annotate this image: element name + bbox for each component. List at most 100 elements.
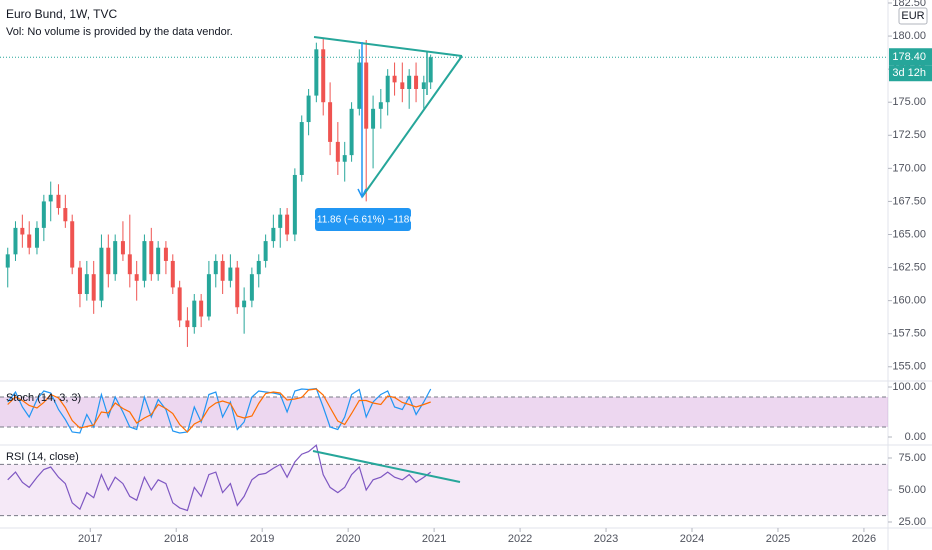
x-tick-label: 2019 bbox=[250, 533, 274, 545]
candle-body bbox=[149, 241, 154, 275]
rsi-title: RSI (14, close) bbox=[6, 451, 79, 463]
candle-body bbox=[321, 49, 326, 103]
indicator-line bbox=[7, 444, 432, 512]
measure-label: −11.86 (−6.61%) −1186 bbox=[311, 215, 415, 226]
candle-body bbox=[306, 95, 311, 123]
currency: EUR bbox=[901, 10, 924, 22]
candle-body bbox=[56, 194, 61, 209]
x-tick-label: 2021 bbox=[422, 533, 446, 545]
candle-body bbox=[120, 241, 125, 255]
triangle-drawing bbox=[313, 36, 463, 198]
measure-box bbox=[315, 208, 411, 231]
y-tick-label: 175.00 bbox=[892, 96, 926, 108]
candle-body bbox=[199, 300, 204, 317]
y-tick-label: 180.00 bbox=[892, 30, 926, 42]
band-fill bbox=[0, 397, 888, 427]
countdown-box bbox=[889, 65, 932, 82]
trendline bbox=[313, 36, 463, 57]
candle-body bbox=[364, 62, 369, 129]
candle-body bbox=[407, 75, 412, 89]
candle-body bbox=[428, 57, 433, 83]
y-tick-label: 170.00 bbox=[892, 162, 926, 174]
x-tick-label: 2022 bbox=[508, 533, 532, 545]
candle-body bbox=[34, 227, 39, 248]
x-tick-label: 2026 bbox=[852, 533, 876, 545]
candle-body bbox=[235, 267, 240, 308]
candle-body bbox=[414, 75, 419, 89]
candle-body bbox=[156, 247, 161, 275]
candle-body bbox=[99, 247, 104, 301]
y-tick-label: 167.50 bbox=[892, 195, 926, 207]
y-tick-label: 75.00 bbox=[898, 452, 926, 464]
candle-body bbox=[177, 287, 182, 321]
candle-body bbox=[163, 247, 168, 261]
candle-body bbox=[113, 241, 118, 275]
x-tick-label: 2020 bbox=[336, 533, 360, 545]
candle-body bbox=[63, 208, 68, 222]
candle-body bbox=[278, 214, 283, 228]
y-tick-label: 165.00 bbox=[892, 228, 926, 240]
candle-body bbox=[378, 102, 383, 109]
x-tick-label: 2024 bbox=[680, 533, 704, 545]
x-tick-label: 2025 bbox=[766, 533, 790, 545]
candle-body bbox=[213, 260, 218, 275]
y-tick-label: 155.00 bbox=[892, 361, 926, 373]
candle-body bbox=[421, 82, 426, 89]
candle-body bbox=[292, 174, 297, 235]
candle-body bbox=[328, 102, 333, 142]
y-tick-label: 162.50 bbox=[892, 261, 926, 273]
candle-body bbox=[41, 201, 46, 228]
candle-body bbox=[314, 49, 319, 96]
y-tick-label: 157.50 bbox=[892, 328, 926, 340]
indicator-line bbox=[7, 387, 432, 434]
last-price-label: 178.40 bbox=[892, 51, 926, 63]
currency-box bbox=[898, 7, 928, 25]
y-tick-label: 25.00 bbox=[898, 516, 926, 528]
volume-note: Vol: No volume is provided by the data v… bbox=[6, 26, 233, 38]
candle-body bbox=[263, 241, 268, 261]
candle-body bbox=[220, 260, 225, 281]
candle-body bbox=[256, 260, 261, 275]
candle-body bbox=[335, 141, 340, 162]
candle-body bbox=[206, 274, 211, 317]
candle-body bbox=[134, 274, 139, 281]
candle-body bbox=[185, 320, 190, 328]
candle-body bbox=[5, 254, 10, 268]
candle-body bbox=[91, 274, 96, 301]
y-tick-label: 160.00 bbox=[892, 295, 926, 307]
y-tick-label: 182.50 bbox=[892, 0, 926, 9]
candle-body bbox=[342, 155, 347, 162]
candle-body bbox=[127, 254, 132, 275]
stoch-title: Stoch (14, 3, 3) bbox=[6, 392, 81, 404]
last-price-box bbox=[889, 48, 932, 66]
candle-body bbox=[349, 108, 354, 156]
rsi-trendline bbox=[312, 450, 461, 483]
measure-arrow bbox=[357, 188, 367, 199]
candle-body bbox=[371, 108, 376, 129]
candle-body bbox=[392, 75, 397, 83]
candle-body bbox=[192, 300, 197, 328]
y-tick-label: 50.00 bbox=[898, 484, 926, 496]
y-tick-label: 172.50 bbox=[892, 129, 926, 141]
candle-body bbox=[271, 227, 276, 242]
candle-body bbox=[228, 267, 233, 281]
candle-body bbox=[385, 75, 390, 103]
candle-body bbox=[299, 122, 304, 175]
x-tick-label: 2018 bbox=[164, 533, 188, 545]
chart-title: Euro Bund, 1W, TVC bbox=[6, 7, 117, 21]
measure-tool: −11.86 (−6.61%) −1186 bbox=[311, 42, 415, 231]
candle-body bbox=[106, 247, 111, 275]
y-tick-label: 100.00 bbox=[892, 381, 926, 393]
candle-body bbox=[170, 260, 175, 288]
y-tick-label: 0.00 bbox=[905, 431, 926, 443]
indicator-line bbox=[7, 388, 431, 433]
candle-body bbox=[400, 82, 405, 89]
band-fill bbox=[0, 464, 888, 516]
candle-body bbox=[357, 62, 362, 109]
candle-body bbox=[142, 241, 147, 281]
candle-body bbox=[20, 227, 25, 235]
candle-body bbox=[249, 274, 254, 301]
countdown-label: 3d 12h bbox=[892, 67, 926, 79]
